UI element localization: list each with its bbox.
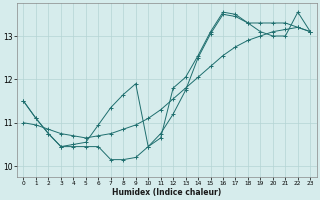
X-axis label: Humidex (Indice chaleur): Humidex (Indice chaleur)	[112, 188, 221, 197]
